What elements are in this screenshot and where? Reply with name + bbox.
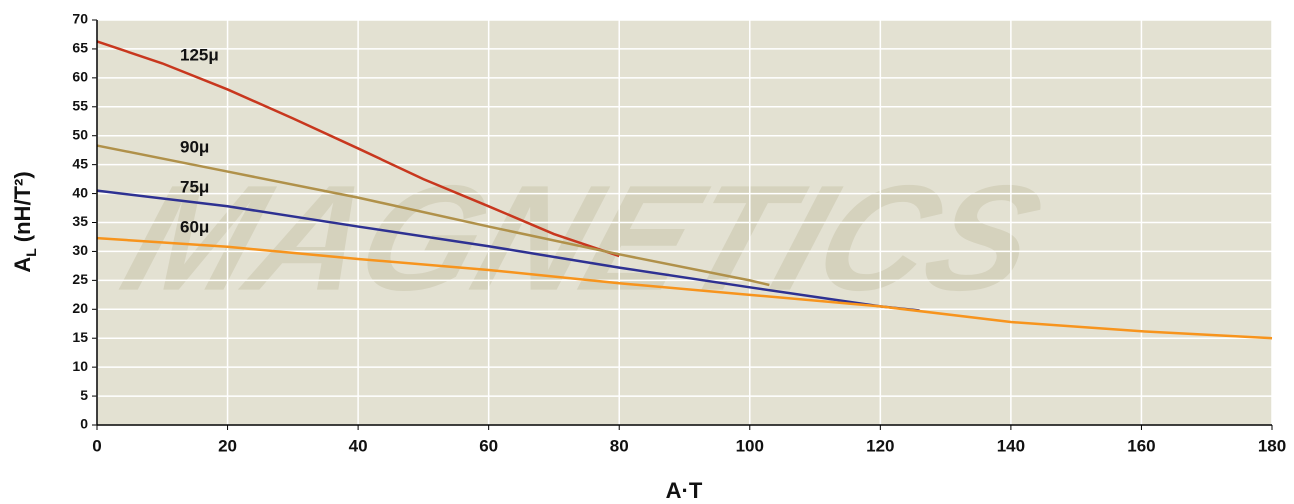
series-label: 125μ bbox=[180, 45, 219, 64]
x-tick-label: 160 bbox=[1127, 436, 1155, 455]
y-axis-title: AL (nH/T²) bbox=[10, 171, 39, 272]
y-tick-label: 35 bbox=[72, 213, 88, 229]
y-tick-label: 50 bbox=[72, 126, 88, 142]
x-tick-label: 60 bbox=[479, 436, 498, 455]
x-tick-label: 0 bbox=[92, 436, 101, 455]
y-tick-label: 5 bbox=[80, 387, 88, 403]
watermark: MAGNETICS bbox=[105, 154, 1059, 322]
series-label: 60μ bbox=[180, 217, 209, 236]
x-tick-label: 80 bbox=[610, 436, 629, 455]
series-label: 75μ bbox=[180, 177, 209, 196]
x-tick-label: 120 bbox=[866, 436, 894, 455]
y-tick-label: 40 bbox=[72, 184, 88, 200]
x-tick-label: 100 bbox=[736, 436, 764, 455]
y-tick-label: 70 bbox=[72, 11, 88, 27]
y-tick-label: 0 bbox=[80, 416, 88, 432]
series-line bbox=[96, 40, 620, 258]
x-axis-title: A·T bbox=[666, 478, 703, 503]
y-title-sub: L bbox=[23, 248, 39, 257]
y-tick-label: 15 bbox=[72, 329, 88, 345]
y-tick-label: 20 bbox=[72, 300, 88, 316]
series-line bbox=[96, 144, 770, 287]
x-tick-label: 40 bbox=[349, 436, 368, 455]
x-tick-label: 180 bbox=[1258, 436, 1286, 455]
y-title-unit: (nH/T²) bbox=[10, 171, 35, 242]
x-tick-label: 20 bbox=[218, 436, 237, 455]
series-label: 90μ bbox=[180, 137, 209, 156]
y-tick-label: 30 bbox=[72, 242, 88, 258]
x-tick-label: 140 bbox=[997, 436, 1025, 455]
series-line bbox=[96, 236, 1273, 340]
y-tick-label: 45 bbox=[72, 155, 88, 171]
y-tick-label: 55 bbox=[72, 97, 88, 113]
y-tick-label: 25 bbox=[72, 271, 88, 287]
y-tick-label: 10 bbox=[72, 358, 88, 374]
y-tick-label: 60 bbox=[72, 69, 88, 85]
y-tick-label: 65 bbox=[72, 40, 88, 56]
y-title-main: A bbox=[10, 257, 35, 273]
